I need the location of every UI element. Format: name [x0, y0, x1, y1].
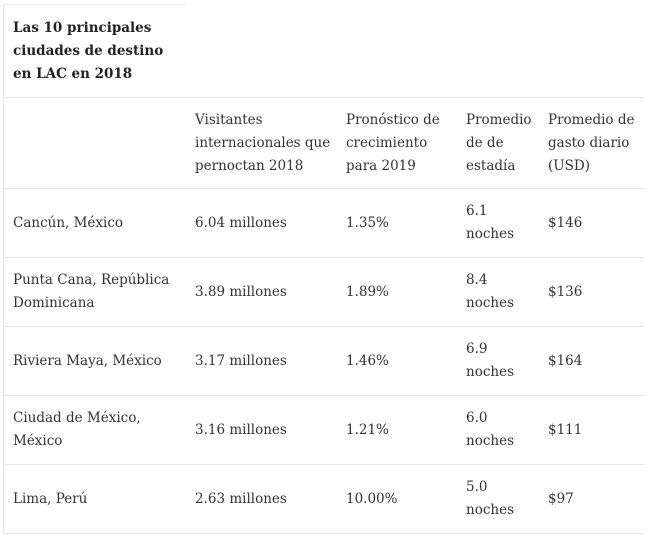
header-cell: Promedio de gasto diario (USD) — [548, 111, 635, 174]
value-cell: 6.1 noches — [466, 203, 514, 242]
value-cell: 1.21% — [346, 421, 389, 438]
value-cell: $97 — [548, 490, 574, 507]
value-cell: $111 — [548, 421, 583, 438]
city-cell: Cancún, México — [13, 214, 124, 231]
header-cell: Pronóstico de crecimiento para 2019 — [346, 111, 440, 174]
table-title: Las 10 principales ciudades de destino e… — [3, 4, 186, 96]
city-cell: Punta Cana, República Dominicana — [13, 272, 170, 311]
header-cell: Visitantes internacionales que pernoctan… — [195, 111, 331, 174]
value-cell: 3.89 millones — [195, 283, 287, 300]
value-cell: 3.17 millones — [195, 352, 287, 369]
header-row: Visitantes internacionales que pernoctan… — [4, 97, 644, 188]
value-cell: 10.00% — [346, 490, 398, 507]
value-cell: $136 — [548, 283, 583, 300]
city-cell: Lima, Perú — [13, 490, 88, 507]
value-cell: 8.4 noches — [466, 272, 514, 311]
table-row: Ciudad de México, México 3.16 millones 1.2… — [4, 395, 644, 464]
table-row: Riviera Maya, México 3.17 millones 1.46% 6.… — [4, 326, 644, 395]
value-cell: 1.89% — [346, 283, 389, 300]
city-cell: Ciudad de México, México — [13, 410, 141, 449]
city-cell: Riviera Maya, México — [13, 352, 162, 369]
value-cell: 1.35% — [346, 214, 389, 231]
value-cell: 6.9 noches — [466, 341, 514, 380]
table-row: Punta Cana, República Dominicana 3.89 mil… — [4, 257, 644, 326]
value-cell: $164 — [548, 352, 583, 369]
table-row: Cancún, México 6.04 millones 1.35% 6.1 noch… — [4, 188, 644, 257]
value-cell: 6.0 noches — [466, 410, 514, 449]
value-cell: 3.16 millones — [195, 421, 287, 438]
value-cell: 6.04 millones — [195, 214, 287, 231]
value-cell: 1.46% — [346, 352, 389, 369]
value-cell: 5.0 noches — [466, 479, 514, 518]
table-row: Lima, Perú 2.63 millones 10.00% 5.0 noches $… — [4, 464, 644, 533]
table-bottom — [4, 533, 644, 534]
value-cell: 2.63 millones — [195, 490, 287, 507]
header-cell: Promedio de de estadía — [466, 111, 532, 174]
value-cell: $146 — [548, 214, 583, 231]
table: Visitantes internacionales que pernoctan… — [3, 97, 644, 534]
